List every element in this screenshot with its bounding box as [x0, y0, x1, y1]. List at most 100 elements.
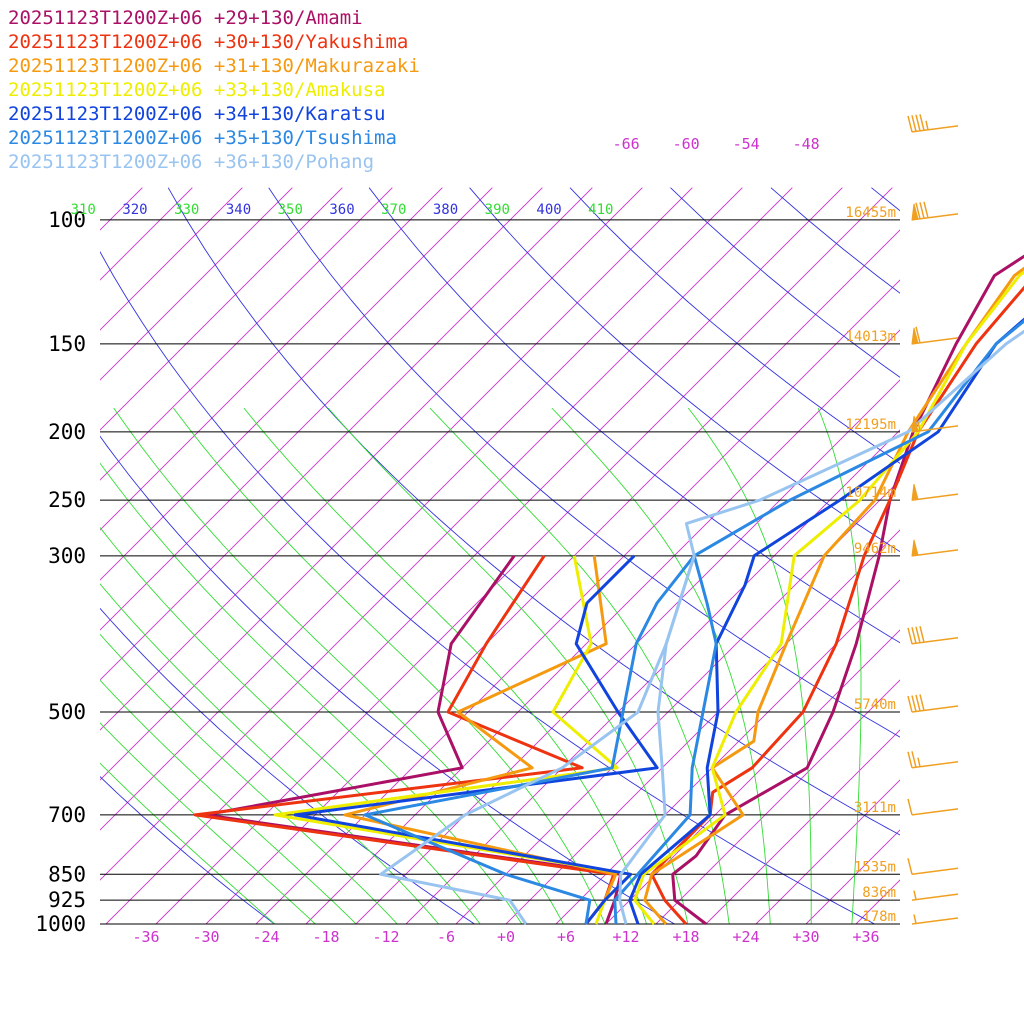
- theta-label: 410: [588, 202, 613, 218]
- pressure-label: 850: [48, 862, 86, 886]
- dewpoint-line-4: [293, 554, 659, 925]
- wind-barb: [911, 539, 959, 557]
- moist-adiabat-line: [100, 633, 398, 924]
- dry-adiabat-lines: [100, 187, 900, 924]
- upper-temperature-label: -54: [733, 135, 760, 153]
- temperature-line-5: [613, 319, 1024, 925]
- isotherm-line: [755, 779, 900, 924]
- height-label: 12195m: [845, 417, 896, 433]
- moist-adiabat-line: [100, 526, 481, 924]
- temperature-tick-label: +30: [792, 928, 819, 946]
- pressure-label: 1000: [35, 912, 86, 936]
- height-label: 5740m: [854, 697, 896, 713]
- upper-temperature-label: -66: [613, 135, 640, 153]
- moist-adiabat-lines: [100, 407, 862, 924]
- theta-label: 380: [433, 202, 458, 218]
- temperature-tick-label: -24: [252, 928, 279, 946]
- height-label: 3111m: [854, 800, 896, 816]
- wind-barb: [907, 626, 959, 645]
- isotherm-line: [100, 187, 343, 431]
- temperature-line-6: [618, 329, 1024, 925]
- temperature-tick-label: -18: [312, 928, 339, 946]
- moist-adiabat-line: [817, 407, 862, 924]
- wind-barb: [907, 798, 959, 816]
- moist-adiabat-line: [100, 679, 357, 924]
- pressure-label: 925: [48, 888, 86, 912]
- height-label: 14013m: [845, 329, 896, 345]
- dewpoint-line-0: [203, 554, 623, 925]
- theta-label: 370: [381, 202, 406, 218]
- isotherm-line: [705, 729, 900, 924]
- temperature-tick-label: +18: [672, 928, 699, 946]
- temperature-tick-label: +0: [497, 928, 515, 946]
- wind-barb: [911, 483, 959, 501]
- temperature-tick-label: -12: [372, 928, 399, 946]
- moist-adiabat-line: [429, 407, 730, 924]
- upper-temperature-label: -60: [673, 135, 700, 153]
- axis-labels: 100 16455m 150 14013m 200 12195m 250 10714m 300 9…: [35, 135, 896, 946]
- temperature-tick-label: -36: [132, 928, 159, 946]
- dry-adiabat-line: [100, 607, 476, 924]
- temperature-line-2: [643, 266, 1024, 925]
- wind-barb: [907, 694, 959, 713]
- theta-label: 360: [329, 202, 354, 218]
- temperature-tick-label: +12: [612, 928, 639, 946]
- height-label: 10714m: [845, 485, 896, 501]
- dry-adiabat-line: [100, 250, 876, 924]
- legend-entry: 20251123T1200Z+06 +29+130/Amami: [8, 7, 363, 29]
- legend: 20251123T1200Z+06 +29+130/Amami 20251123T…: [8, 7, 420, 173]
- temperature-tick-label: -30: [192, 928, 219, 946]
- wind-barb: [911, 201, 959, 221]
- moist-adiabat-line: [100, 722, 316, 924]
- dry-adiabat-line: [569, 187, 900, 464]
- isotherm-line: [0, 188, 42, 924]
- pressure-label: 300: [48, 544, 86, 568]
- isotherm-line: [655, 679, 900, 924]
- pressure-label: 100: [48, 208, 86, 232]
- dry-adiabat-line: [100, 775, 276, 924]
- moist-adiabat-line: [327, 407, 689, 924]
- moist-adiabat-line: [113, 407, 564, 924]
- temperature-tick-label: +6: [557, 928, 575, 946]
- isotherm-line: [100, 187, 443, 531]
- height-label: 836m: [862, 885, 896, 901]
- height-label: 9462m: [854, 541, 896, 557]
- isotherm-line: [100, 187, 243, 331]
- wind-barbs: [907, 114, 959, 925]
- theta-label: 340: [226, 202, 251, 218]
- isotherm-line: [605, 629, 900, 924]
- height-label: 16455m: [845, 205, 896, 221]
- dewpoint-line-1: [193, 554, 616, 925]
- moist-adiabat-line: [243, 407, 647, 924]
- wind-barb: [911, 890, 959, 901]
- legend-entry: 20251123T1200Z+06 +36+130/Pohang: [8, 151, 374, 173]
- wind-barb: [911, 415, 959, 433]
- moist-adiabat-line: [100, 762, 276, 924]
- theta-label: 310: [71, 202, 96, 218]
- legend-entry: 20251123T1200Z+06 +34+130/Karatsu: [8, 103, 386, 125]
- pressure-label: 500: [48, 700, 86, 724]
- temperature-tick-label: +36: [852, 928, 879, 946]
- legend-entry: 20251123T1200Z+06 +31+130/Makurazaki: [8, 55, 420, 77]
- legend-entry: 20251123T1200Z+06 +33+130/Amakusa: [8, 79, 386, 101]
- theta-label: 320: [122, 202, 147, 218]
- dewpoint-line-5: [363, 554, 696, 925]
- wind-barb: [907, 114, 959, 133]
- wind-barb: [911, 914, 959, 925]
- moist-adiabat-line: [100, 462, 523, 924]
- moist-adiabat-line: [551, 407, 771, 924]
- wind-barb: [907, 858, 959, 876]
- theta-label: 350: [278, 202, 303, 218]
- dry-adiabat-line: [268, 187, 900, 738]
- wind-barb: [911, 326, 959, 345]
- pressure-label: 700: [48, 803, 86, 827]
- theta-label: 390: [485, 202, 510, 218]
- dewpoint-line-6: [379, 555, 696, 925]
- height-label: 178m: [862, 909, 896, 925]
- pressure-label: 250: [48, 488, 86, 512]
- sounding-series: [193, 254, 1024, 926]
- dry-adiabat-line: [770, 187, 900, 294]
- legend-entry: 20251123T1200Z+06 +35+130/Tsushima: [8, 127, 397, 149]
- isobar-lines: [100, 219, 900, 925]
